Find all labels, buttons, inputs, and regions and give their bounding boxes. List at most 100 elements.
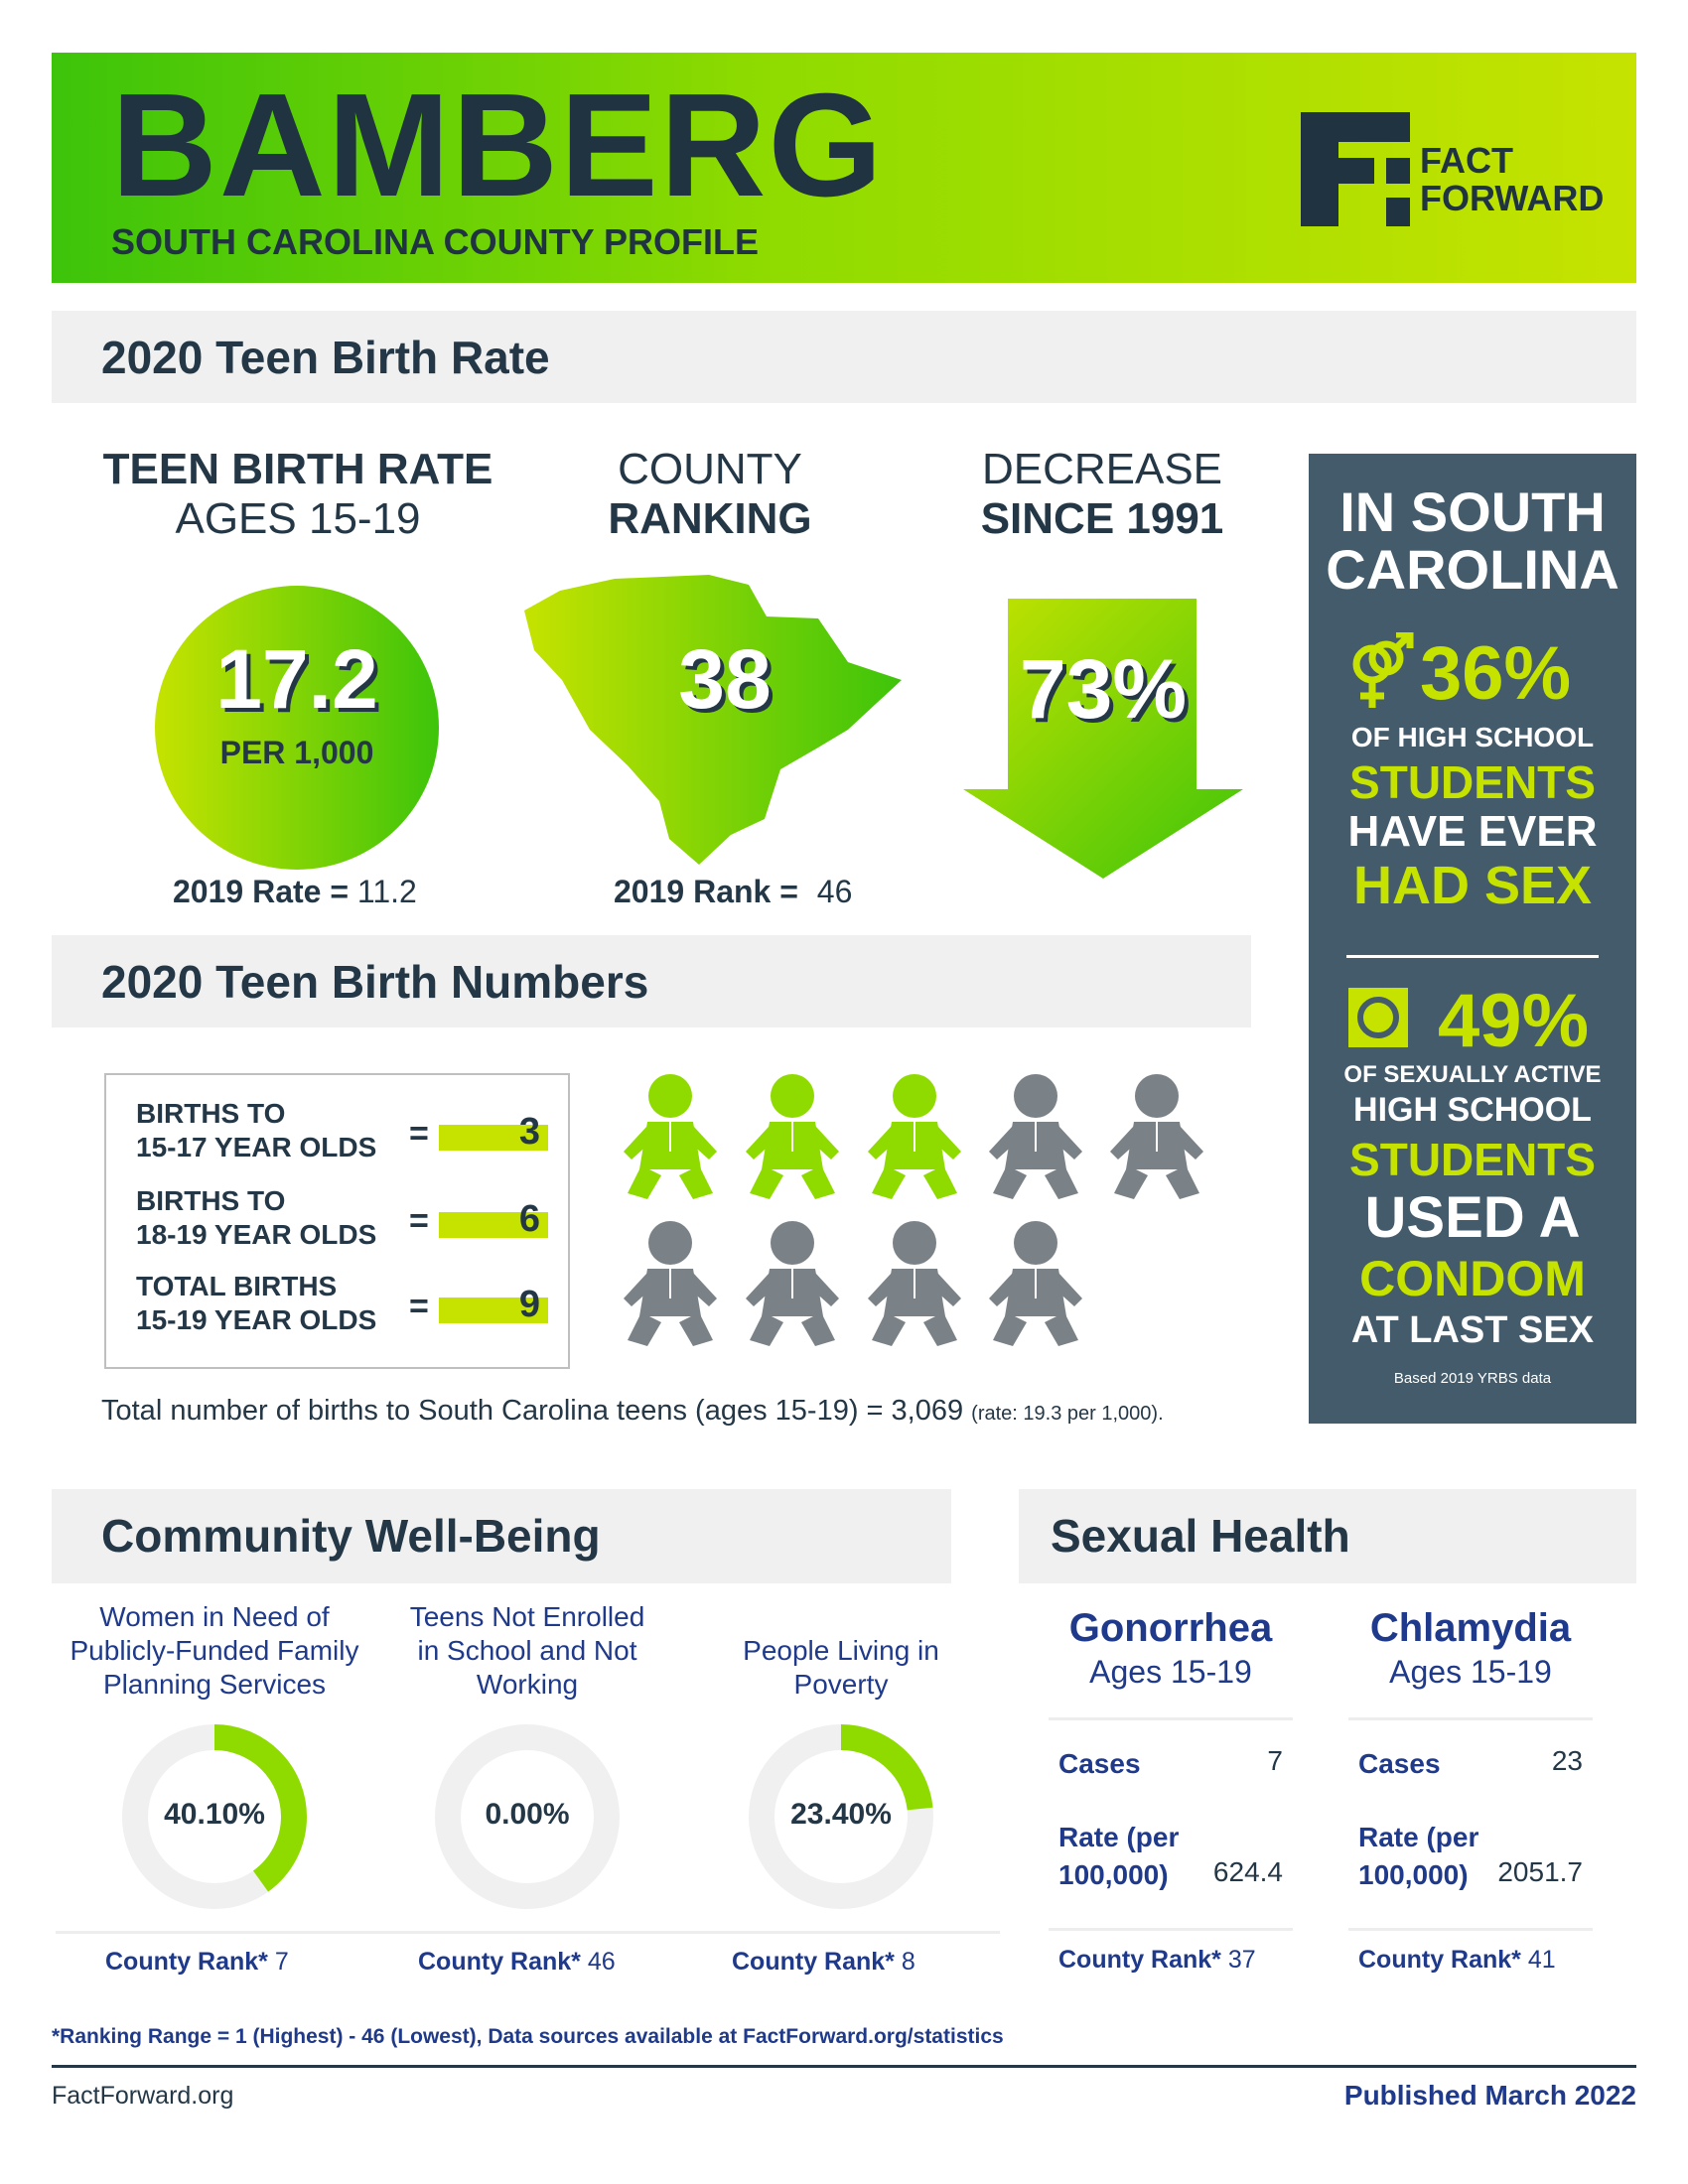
ranking-heading: COUNTY RANKING [511,445,909,544]
sh-rate-value: 2051.7 [1497,1856,1583,1887]
baby-icon [740,1072,845,1201]
sh-rate-label-line1: Rate (per [1358,1822,1479,1852]
sc-stat1-line1: OF HIGH SCHOOL [1350,722,1595,752]
sh-rule-bottom [1348,1928,1593,1931]
community-rank: County Rank* 7 [105,1948,289,1977]
community-donut [433,1722,622,1911]
ranking-prev: 2019 Rank = 46 [614,874,852,910]
community-donut [747,1722,935,1911]
sh-rate-label-line2: 100,000) [1358,1859,1469,1890]
gender-symbols-icon [1352,632,1414,708]
sc-stat1-value: 36% [1420,631,1572,716]
births-row-3-label: TOTAL BIRTHS 15-19 YEAR OLDS [136,1270,376,1337]
community-rank-value: 8 [894,1948,915,1976]
sh-rate-label: Rate (per 100,000) [1358,1819,1478,1894]
sc-stat2-line4: USED A [1364,1185,1581,1250]
baby-icon [983,1219,1088,1348]
decrease-heading-line1: DECREASE [981,445,1223,493]
community-donut [120,1722,309,1911]
community-section-bar: Community Well-Being [52,1489,951,1583]
sh-rank-label: County Rank* [1058,1946,1221,1974]
sh-rate-label: Rate (per 100,000) [1058,1819,1179,1894]
rate-heading-line1: TEEN BIRTH RATE [102,445,493,493]
sc-stat2-line6: AT LAST SEX [1350,1309,1595,1351]
sc-title-line1: IN SOUTH [1339,480,1606,543]
south-carolina-map-icon [524,575,902,865]
sh-rank-value: 37 [1220,1946,1256,1974]
community-percent: 23.40% [790,1798,892,1831]
header-banner: BAMBERG SOUTH CAROLINA COUNTY PROFILE FA… [52,53,1636,283]
sc-panel-title: IN SOUTH CAROLINA [1309,483,1636,599]
sh-cases-value: 23 [1551,1745,1583,1776]
sc-stat2-value: 49% [1438,979,1590,1063]
rate-heading: TEEN BIRTH RATE AGES 15-19 [99,445,496,544]
decrease-value: 73% [1019,642,1188,736]
sh-ages: Ages 15-19 [1389,1654,1552,1690]
sh-ages: Ages 15-19 [1089,1654,1252,1690]
county-name: BAMBERG [111,64,885,227]
community-item-label-line: Women in Need of [99,1601,330,1632]
births-row-3-line1: TOTAL BIRTHS [136,1271,338,1301]
rate-heading-line2: AGES 15-19 [175,494,421,543]
county-subtitle: SOUTH CAROLINA COUNTY PROFILE [111,221,760,262]
fact-forward-logo: FACT FORWARD [1301,112,1604,226]
birth-rate-section-title: 2020 Teen Birth Rate [101,332,550,383]
baby-icon [618,1072,723,1201]
sc-note: Based 2019 YRBS data [1393,1370,1552,1387]
community-item-label: People Living in Poverty [682,1634,1000,1702]
decrease-heading: DECREASE SINCE 1991 [904,445,1301,544]
logo-line-1: FACT [1420,140,1513,181]
footer-site-link[interactable]: FactForward.org [52,2082,234,2110]
community-rank: County Rank* 8 [732,1948,915,1977]
sh-rank-value: 41 [1520,1946,1556,1974]
births-row-2-line2: 18-19 YEAR OLDS [136,1219,377,1250]
community-rule [368,1931,686,1934]
sh-rate-value: 624.4 [1212,1856,1283,1887]
births-row-2-line1: BIRTHS TO [136,1185,286,1216]
sh-rule-top [1348,1717,1593,1720]
footer-rule [52,2065,1636,2068]
community-rank-value: 7 [267,1948,289,1976]
birth-rate-section-bar: 2020 Teen Birth Rate [52,311,1636,403]
sc-stat1-line3: HAVE EVER [1347,807,1598,856]
baby-icon [862,1219,967,1348]
births-row-3-eq: = [409,1288,429,1325]
ranking-value: 38 [678,632,772,726]
footer-published: Published March 2022 [1343,2080,1636,2111]
community-percent: 0.00% [485,1798,570,1831]
logo-mark-icon [1301,112,1410,226]
sexual-health-section-bar: Sexual Health [1019,1489,1636,1583]
births-row-1-bar: 3 [439,1111,548,1153]
rate-prev: 2019 Rate = 11.2 [173,874,417,910]
sc-panel: IN SOUTH CAROLINA 36% OF HIGH SCHOOL STU… [1309,454,1636,1424]
sh-cases-value: 7 [1267,1745,1283,1776]
community-rank: County Rank* 46 [418,1948,616,1977]
decrease-heading-line2: SINCE 1991 [980,494,1224,543]
sh-rule-top [1049,1717,1293,1720]
sh-cases-label: Cases [1358,1748,1441,1779]
community-item-label-line: Publicly-Funded Family [70,1635,359,1666]
sc-stat2-line1: OF SEXUALLY ACTIVE [1343,1061,1602,1088]
births-row-1-label: BIRTHS TO 15-17 YEAR OLDS [136,1097,376,1164]
community-item-label-line: Working [476,1669,579,1700]
births-row-3-bar: 9 [439,1284,548,1325]
birth-numbers-section-bar: 2020 Teen Birth Numbers [52,935,1251,1027]
community-rule [682,1931,1000,1934]
community-rank-value: 46 [580,1948,616,1976]
condom-icon [1348,988,1408,1047]
community-item-label: Teens Not Enrolled in School and Not Worki… [368,1600,686,1702]
sc-stat1-line4: HAD SEX [1352,856,1593,915]
community-item-label-line: Poverty [793,1669,889,1700]
community-item-label-line: Planning Services [102,1669,327,1700]
rate-prev-label: 2019 Rate = [173,874,350,909]
total-births-rate: (rate: 19.3 per 1,000). [971,1403,1164,1425]
sc-title-line2: CAROLINA [1326,538,1619,601]
baby-icon [740,1219,845,1348]
down-arrow-icon [963,599,1243,879]
sh-name: Gonorrhea [1068,1606,1273,1650]
birth-numbers-section-title: 2020 Teen Birth Numbers [101,956,649,1008]
community-rank-label: County Rank* [418,1948,581,1976]
ranking-heading-line2: RANKING [608,494,812,543]
ranking-footnote: *Ranking Range = 1 (Highest) - 46 (Lowes… [52,2025,1004,2048]
births-row-1-value: 3 [518,1111,540,1153]
